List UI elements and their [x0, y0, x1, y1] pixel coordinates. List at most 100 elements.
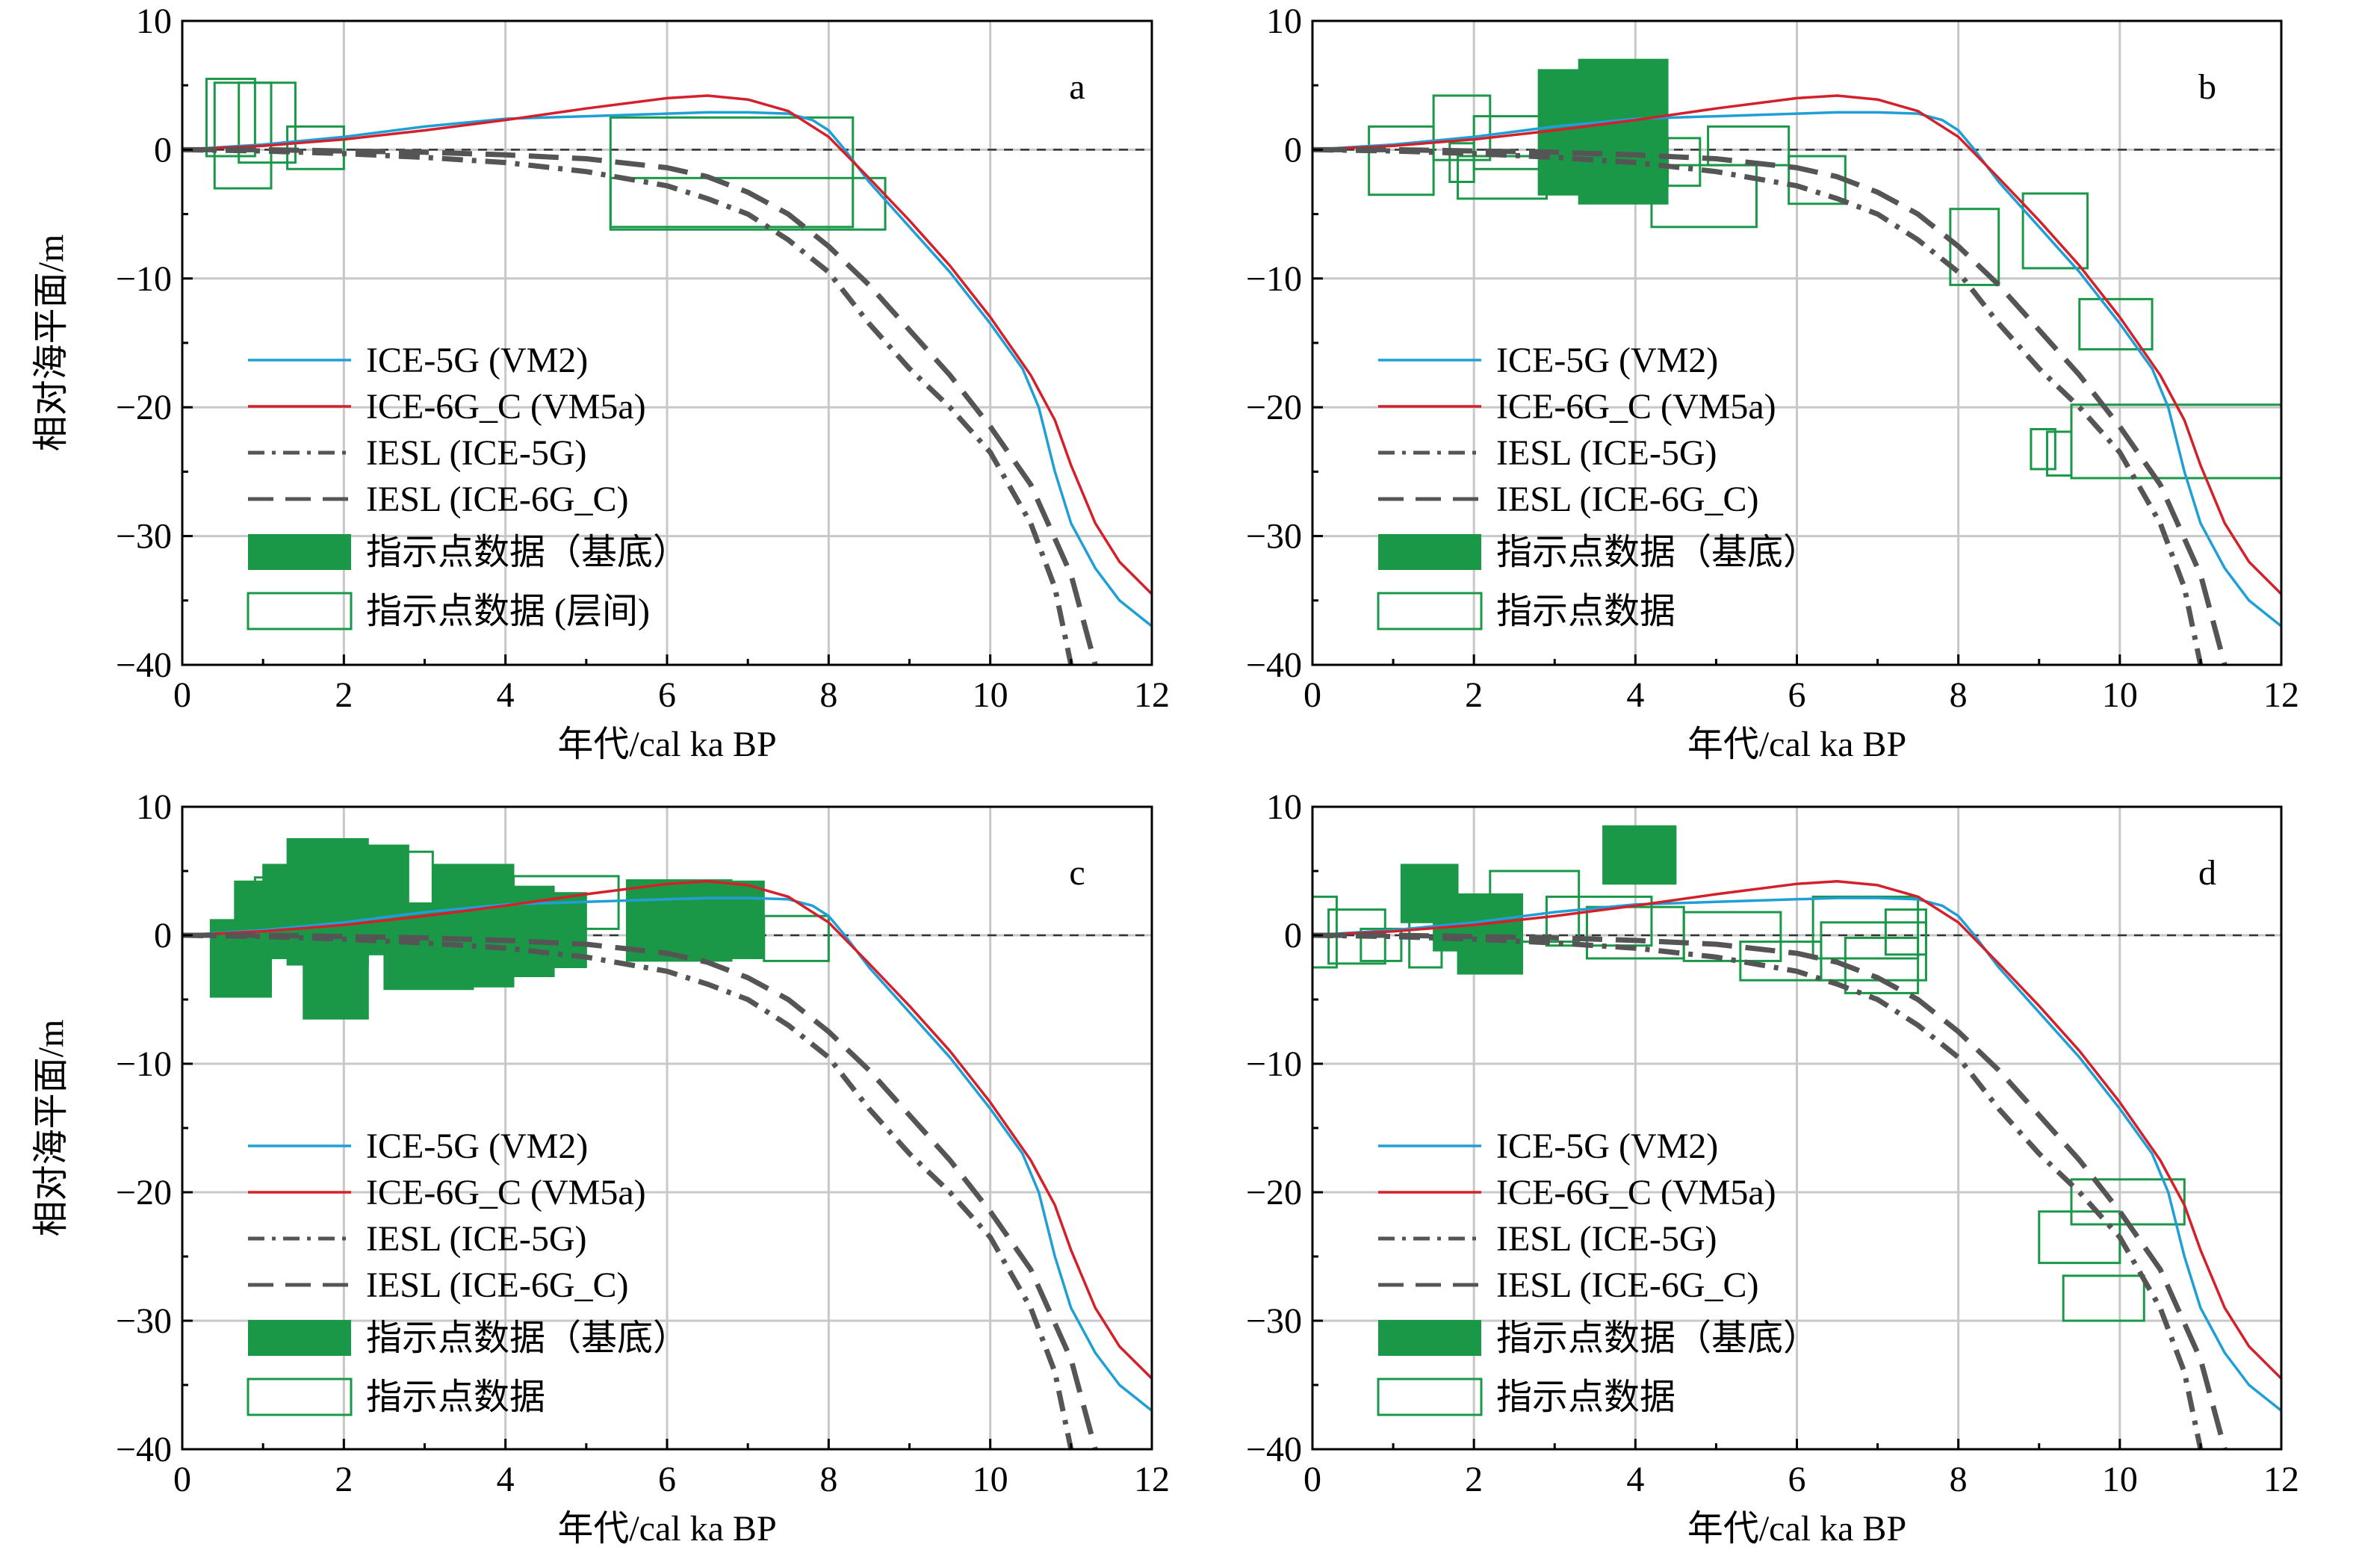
axis-ticks: 0 2 4 6 8 10 12 10 0 −10 −20 −30 −40: [1246, 787, 2299, 1499]
box-open: [1472, 115, 1548, 170]
legend-label: ICE-6G_C (VM5a): [366, 1173, 646, 1212]
legend-swatch-open: [247, 1378, 353, 1416]
x-tick-label: 8: [819, 1460, 837, 1499]
panel-letter: a: [1069, 67, 1085, 107]
y-tick-label: −20: [116, 1173, 172, 1212]
legend-label: IESL (ICE-5G): [366, 433, 586, 473]
box-open: [391, 850, 434, 924]
x-tick-label: 0: [173, 675, 191, 715]
y-tick-label: −10: [1246, 1044, 1302, 1084]
legend-swatch-open: [1377, 592, 1483, 630]
x-tick-label: 6: [1788, 675, 1806, 715]
x-tick-label: 0: [173, 1460, 191, 1499]
box-open: [1432, 94, 1492, 161]
curves: [182, 880, 1152, 1449]
legend-label: IESL (ICE-6G_C): [366, 1265, 629, 1305]
x-tick-label: 12: [2263, 675, 2299, 715]
legend: ICE-5G (VM2) ICE-6G_C (VM5a) IESL (ICE-5G)…: [1377, 1127, 1819, 1417]
y-tick-label: 0: [154, 916, 172, 955]
axis-ticks: 0 2 4 6 8 10 12 10 0 −10 −20 −30 −40: [1246, 1, 2299, 715]
x-tick-label: 8: [819, 675, 837, 715]
legend: ICE-5G (VM2) ICE-6G_C (VM5a) IESL (ICE-5G)…: [247, 1127, 689, 1417]
series-ice6g-c-vm5a: [1312, 94, 2281, 595]
x-tick-label: 4: [497, 1460, 515, 1499]
x-tick-label: 6: [1788, 1460, 1806, 1499]
y-tick-label: −40: [116, 1430, 172, 1469]
axis-ticks: 0 2 4 6 8 10 12 10 0 −10 −20 −30 −40: [116, 787, 1170, 1499]
legend-label: 指示点数据（基底）: [366, 1318, 689, 1358]
data-boxes: [1368, 58, 2281, 480]
series-iesl-ice6g-c: [182, 146, 1098, 665]
box-open: [609, 176, 887, 231]
legend-swatch-filled: [1378, 534, 1481, 570]
x-axis-label: 年代/cal ka BP: [557, 725, 776, 764]
y-tick-label: −30: [1246, 517, 1302, 557]
legend: ICE-5G (VM2) ICE-6G_C (VM5a) IESL (ICE-5G)…: [1377, 341, 1819, 631]
y-axis-label: 相对海平面/m: [31, 235, 71, 452]
y-tick-label: −40: [1246, 645, 1302, 685]
x-tick-label: 2: [335, 675, 353, 715]
x-tick-label: 8: [1950, 1460, 1968, 1499]
legend-swatch-filled: [248, 534, 351, 570]
box-open: [2030, 428, 2056, 471]
series-ice6g-c-vm5a: [1312, 880, 2281, 1380]
y-tick-label: −30: [116, 517, 172, 557]
series-iesl-ice5g: [1312, 932, 2204, 1449]
x-axis-label: 年代/cal ka BP: [557, 1509, 776, 1549]
y-tick-label: −10: [116, 259, 172, 299]
y-tick-label: −20: [1246, 388, 1302, 427]
x-tick-label: 2: [335, 1460, 353, 1499]
x-axis-label: 年代/cal ka BP: [1687, 1509, 1906, 1549]
series-ice6g-c-vm5a: [182, 94, 1152, 595]
legend-label: IESL (ICE-6G_C): [1496, 480, 1759, 519]
legend-label: 指示点数据 (层间): [366, 592, 650, 631]
series-iesl-ice5g: [182, 146, 1074, 665]
x-tick-label: 2: [1465, 675, 1483, 715]
series-ice5g-vm2: [182, 111, 1152, 627]
legend-label: ICE-5G (VM2): [366, 1127, 588, 1166]
x-tick-label: 12: [1134, 1460, 1170, 1499]
y-tick-label: 0: [1284, 130, 1302, 170]
legend-label: ICE-5G (VM2): [1496, 341, 1718, 380]
y-tick-label: −10: [1246, 259, 1302, 299]
legend-label: 指示点数据（基底）: [1496, 1318, 1819, 1358]
y-axis-label: 相对海平面/m: [31, 1020, 71, 1237]
x-axis-label: 年代/cal ka BP: [1687, 725, 1906, 764]
legend-label: ICE-5G (VM2): [366, 341, 588, 380]
x-tick-label: 10: [2102, 1460, 2138, 1499]
legend-label: IESL (ICE-5G): [1496, 1219, 1717, 1259]
panel-letter: c: [1069, 853, 1085, 893]
box-open: [1884, 908, 1927, 956]
legend-label: 指示点数据（基底）: [366, 533, 689, 572]
box-open: [205, 78, 256, 158]
legend-label: ICE-5G (VM2): [1496, 1127, 1718, 1166]
curves: [1312, 880, 2281, 1449]
y-tick-label: −30: [1246, 1301, 1302, 1341]
series-iesl-ice6g-c: [182, 932, 1098, 1449]
x-tick-label: 12: [2263, 1460, 2299, 1499]
box-filled: [1578, 58, 1669, 205]
x-tick-label: 8: [1950, 675, 1968, 715]
panel-a: 0 2 4 6 8 10 12 10 0 −10 −20 −30 −40 年代/cal ka BP 相对海平…: [31, 1, 1170, 764]
box-open: [1667, 137, 1702, 188]
series-ice5g-vm2: [1312, 111, 2281, 627]
box-open: [1312, 895, 1338, 969]
box-open: [1707, 125, 1791, 167]
x-tick-label: 6: [658, 1460, 676, 1499]
box-open: [1408, 914, 1443, 969]
x-tick-label: 12: [1134, 675, 1170, 715]
y-tick-label: −20: [116, 388, 172, 427]
curves: [1312, 94, 2281, 665]
legend-swatch-filled: [1378, 1320, 1481, 1356]
box-open: [1949, 208, 2000, 286]
legend-label: 指示点数据: [1496, 1378, 1675, 1417]
box-open: [2078, 297, 2154, 351]
y-tick-label: 10: [136, 787, 172, 827]
x-tick-label: 10: [973, 675, 1008, 715]
box-open: [1650, 164, 1758, 229]
x-tick-label: 0: [1303, 675, 1321, 715]
y-tick-label: −40: [116, 645, 172, 685]
series-ice6g-c-vm5a: [182, 880, 1152, 1380]
legend-label: 指示点数据（基底）: [1496, 533, 1819, 572]
y-tick-label: −20: [1246, 1173, 1302, 1212]
